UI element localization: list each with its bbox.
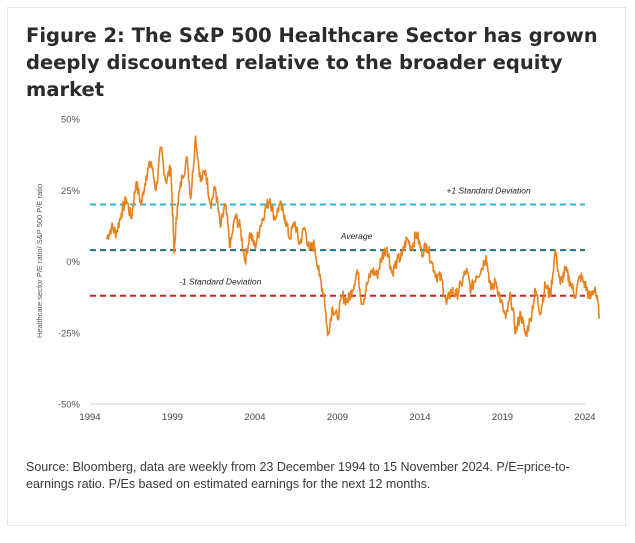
x-tick-label: 2009: [327, 412, 348, 423]
reference-lines: +1 Standard Deviation Average -1 Standard …: [90, 186, 585, 297]
series-group: [105, 135, 601, 338]
x-tick-label: 1994: [79, 412, 100, 423]
y-axis: 50% 25% 0% -25% -50%: [58, 115, 81, 411]
line-chart: Healthcare sector P/E ratio/ S&P 500 P/E…: [35, 115, 601, 423]
x-tick-label: 2019: [492, 412, 513, 423]
y-tick-label: 0%: [66, 257, 80, 268]
y-axis-label: Healthcare sector P/E ratio/ S&P 500 P/E…: [35, 184, 44, 338]
source-note: Source: Bloomberg, data are weekly from …: [26, 460, 570, 491]
x-axis: 1994 1999 2004 2009 2014 2019 2024: [79, 412, 595, 423]
reference-line-label: +1 Standard Deviation: [446, 186, 531, 196]
figure-card: [7, 7, 626, 526]
y-tick-label: -50%: [58, 400, 81, 411]
x-tick-label: 1999: [162, 412, 183, 423]
y-tick-label: 50%: [61, 115, 81, 126]
reference-line-label: Average: [340, 231, 373, 241]
x-tick-label: 2014: [409, 412, 430, 423]
x-tick-label: 2004: [244, 412, 265, 423]
reference-line-label: -1 Standard Deviation: [179, 277, 261, 287]
x-tick-label: 2024: [574, 412, 595, 423]
y-tick-label: 25%: [61, 186, 81, 197]
figure-title: Figure 2: The S&P 500 Healthcare Sector …: [26, 24, 598, 101]
series-line: [105, 135, 601, 338]
y-tick-label: -25%: [58, 328, 81, 339]
y-axis-label-group: Healthcare sector P/E ratio/ S&P 500 P/E…: [35, 184, 44, 338]
